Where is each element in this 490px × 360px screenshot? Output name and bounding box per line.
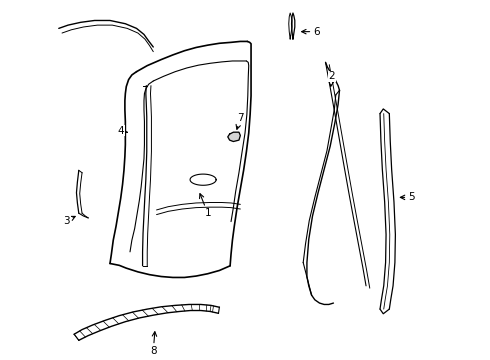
Text: 2: 2 <box>329 71 335 86</box>
Text: 5: 5 <box>400 192 415 202</box>
Text: 6: 6 <box>302 27 319 37</box>
Text: 8: 8 <box>150 332 157 356</box>
Text: 4: 4 <box>118 126 127 136</box>
Polygon shape <box>228 132 240 141</box>
Text: 7: 7 <box>236 113 244 129</box>
Text: 1: 1 <box>199 194 211 218</box>
Text: 3: 3 <box>63 216 75 226</box>
